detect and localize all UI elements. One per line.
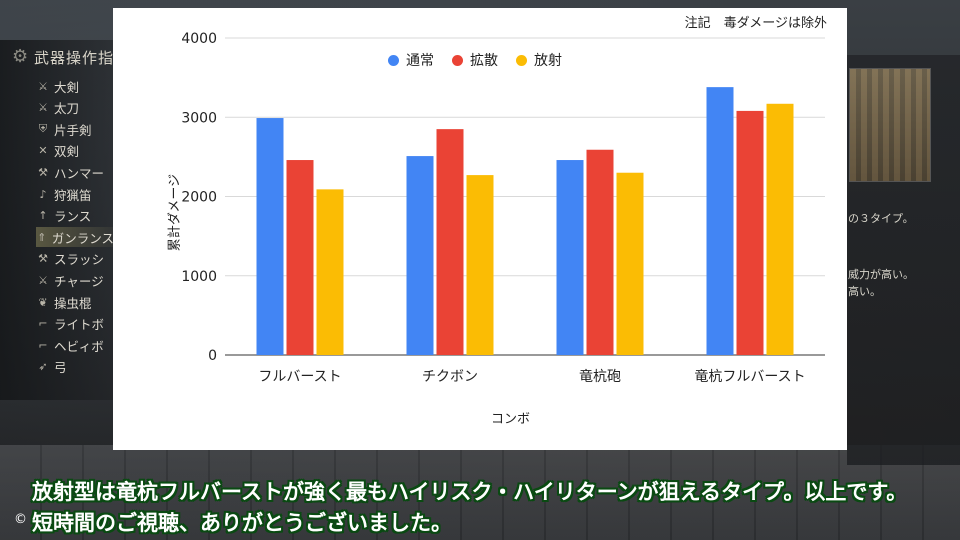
y-tick-label: 3000 [181, 110, 217, 126]
menu-item-label: 太刀 [54, 101, 80, 117]
menu-item-label: ガンランス [51, 230, 114, 246]
bar [436, 129, 464, 355]
x-tick-label: 竜杭フルバースト [694, 368, 805, 385]
y-tick-label: 0 [208, 348, 217, 364]
menu-item[interactable]: ⌐ ライトボ [36, 314, 114, 334]
x-tick-label: 竜杭砲 [579, 368, 621, 385]
bar [256, 118, 284, 355]
bar [766, 103, 794, 355]
insect-glaive-icon: ❦ [38, 295, 48, 309]
menu-item-label: 操虫棍 [54, 295, 92, 311]
heavy-bowgun-icon: ⌐ [38, 338, 48, 352]
bow-icon: ➶ [38, 360, 48, 374]
legend-label: 拡散 [470, 53, 498, 69]
legend-swatch [452, 54, 463, 66]
chart-legend: 通常 拡散 放射 [388, 50, 580, 70]
legend-swatch [388, 54, 399, 66]
dual-blades-icon: ✕ [38, 144, 48, 158]
legend-swatch [516, 54, 527, 66]
menu-item-label: 片手剣 [54, 122, 92, 138]
y-tick-label: 4000 [181, 31, 217, 47]
menu-item-label: 狩猟笛 [54, 187, 92, 203]
stone-floor-background [0, 445, 960, 540]
menu-item[interactable]: ↑ ランス [36, 206, 114, 226]
detail-text-line: の３タイプ。 [848, 212, 914, 225]
subtitle-line-2: 短時間のご視聴、ありがとうございました。 [32, 511, 452, 535]
closed-caption-icon: © [14, 512, 27, 527]
legend-label: 通常 [406, 53, 434, 69]
menu-title: 武器操作指 [34, 49, 115, 67]
menu-item[interactable]: ⇑ ガンランス [36, 227, 114, 248]
y-tick-label: 2000 [181, 190, 217, 206]
x-axis-label: コンボ [491, 412, 531, 427]
gunlance-icon: ⇑ [37, 230, 47, 244]
menu-item-label: 双剣 [54, 144, 80, 160]
menu-item-label: ライトボ [54, 317, 105, 333]
weapon-preview-image [849, 68, 931, 182]
bar [586, 149, 614, 355]
menu-item[interactable]: ⌐ ヘビィボ [36, 335, 114, 355]
y-axis-label: 累計ダメージ [167, 173, 183, 252]
bar-chart: 0 1000 2000 3000 4000 フルバースト チクボン 竜杭砲 竜杭フルバースト [181, 31, 825, 385]
legend-label: 放射 [534, 53, 562, 69]
gear-icon: ⚙ [12, 46, 29, 67]
menu-item-label: 弓 [54, 360, 67, 376]
legend-item: 通常 [388, 50, 434, 70]
bar [616, 172, 644, 355]
x-tick-label: フルバースト [258, 369, 341, 385]
legend-item: 拡散 [452, 50, 498, 70]
menu-item-label: チャージ [54, 273, 104, 289]
menu-item[interactable]: ♪ 狩猟笛 [36, 184, 114, 204]
chart-panel: 0 1000 2000 3000 4000 フルバースト チクボン 竜杭砲 竜杭フルバースト 注… [113, 8, 847, 450]
weapon-menu-panel [0, 40, 115, 400]
legend-item: 放射 [516, 50, 562, 70]
menu-item[interactable]: ❦ 操虫棍 [36, 292, 114, 312]
menu-item[interactable]: ⚔ チャージ [36, 270, 114, 290]
menu-item[interactable]: ✕ 双剣 [36, 141, 114, 161]
sword-shield-icon: ⛨ [38, 122, 48, 136]
subtitle-line-1: 放射型は竜杭フルバーストが強く最もハイリスク・ハイリターンが狙えるタイプ。以上で… [32, 480, 908, 504]
menu-item-label: スラッシ [54, 252, 105, 268]
menu-item-label: ヘビィボ [54, 338, 104, 354]
detail-text-line: 高い。 [848, 285, 881, 298]
menu-item[interactable]: ⚒ スラッシ [36, 249, 114, 269]
chart-note: 注記 毒ダメージは除外 [684, 16, 827, 31]
menu-item-label: 大剣 [54, 79, 80, 95]
menu-item[interactable]: ⚔ 大剣 [36, 76, 114, 96]
x-tick-label: チクボン [422, 369, 478, 385]
light-bowgun-icon: ⌐ [38, 317, 48, 331]
switch-axe-icon: ⚒ [38, 252, 48, 266]
bar [706, 87, 734, 355]
charge-blade-icon: ⚔ [38, 273, 48, 287]
menu-item[interactable]: ⚔ 太刀 [36, 98, 114, 118]
menu-item-label: ハンマー [54, 165, 105, 181]
bar [556, 160, 584, 355]
menu-item[interactable]: ➶ 弓 [36, 357, 114, 377]
detail-text-line: 威力が高い。 [848, 268, 914, 281]
bar [736, 110, 764, 355]
lance-icon: ↑ [38, 209, 48, 223]
great-sword-icon: ⚔ [38, 79, 48, 93]
bar [406, 156, 434, 355]
y-tick-label: 1000 [181, 269, 217, 285]
menu-item[interactable]: ⛨ 片手剣 [36, 119, 114, 139]
hammer-icon: ⚒ [38, 165, 48, 179]
menu-item-label: ランス [54, 209, 92, 225]
menu-item[interactable]: ⚒ ハンマー [36, 162, 114, 182]
bar [316, 189, 344, 355]
long-sword-icon: ⚔ [38, 101, 48, 115]
bar [466, 175, 494, 355]
hunting-horn-icon: ♪ [39, 187, 47, 201]
bar [286, 160, 314, 355]
